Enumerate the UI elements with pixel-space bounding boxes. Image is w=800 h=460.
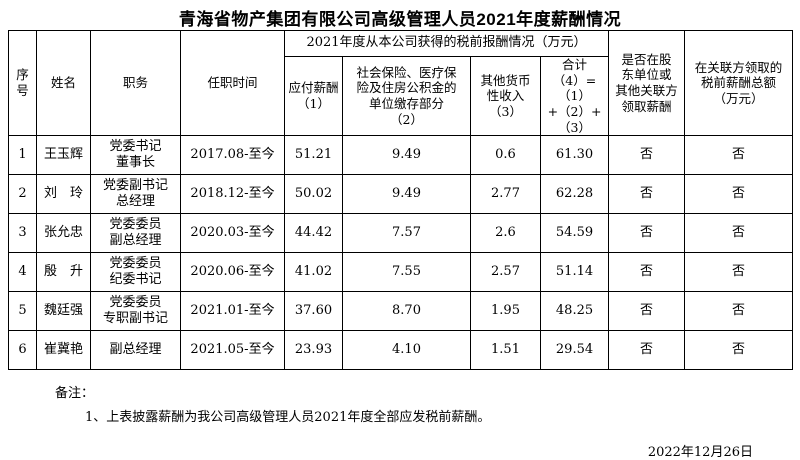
- cell-position: 党委书记 董事长: [90, 135, 181, 176]
- page-title: 青海省物产集团有限公司高级管理人员2021年度薪酬情况: [178, 10, 622, 29]
- cell-total: 54.59: [539, 213, 610, 254]
- table-row: 1 王玉辉 党委书记 董事长 2017.08-至今 51.21 9.49 0.6…: [8, 135, 794, 176]
- cell-social: 9.49: [342, 135, 471, 176]
- cell-related-question: 否: [608, 213, 686, 254]
- cell-related-question: 否: [608, 291, 686, 332]
- notes-label: 备注：: [55, 386, 95, 402]
- cell-payable: 50.02: [284, 174, 343, 215]
- notes-section: 备注： 1、上表披露薪酬为我公司高级管理人员2021年度全部应发税前薪酬。: [55, 382, 800, 425]
- cell-seq: 4: [8, 252, 37, 293]
- cell-seq: 1: [8, 135, 37, 176]
- cell-related-amount: 否: [684, 135, 794, 176]
- cell-related-amount: 否: [684, 174, 794, 215]
- cell-payable: 41.02: [284, 252, 343, 293]
- cell-related-question: 否: [608, 252, 686, 293]
- cell-total: 51.14: [539, 252, 610, 293]
- cell-tenure: 2020.03-至今: [180, 213, 285, 254]
- header-seq: 序 号: [8, 29, 37, 137]
- cell-other: 0.6: [470, 135, 541, 176]
- cell-other: 2.77: [470, 174, 541, 215]
- table-row: 5 魏廷强 党委委员 专职副书记 2021.01-至今 37.60 8.70 1…: [8, 291, 794, 332]
- cell-tenure: 2020.06-至今: [180, 252, 285, 293]
- cell-position: 副总经理: [90, 330, 181, 371]
- table-row: 3 张允忠 党委委员 副总经理 2020.03-至今 44.42 7.57 2.…: [8, 213, 794, 254]
- cell-social: 4.10: [342, 330, 471, 371]
- salary-table: 序 号 姓名 职务 任职时间 2021年度从本公司获得的税前报酬情况（万元） 是…: [8, 29, 794, 371]
- cell-other: 2.6: [470, 213, 541, 254]
- header-total: 合计 （4）=（1） +（2）+ （3）: [539, 55, 610, 137]
- cell-related-amount: 否: [684, 252, 794, 293]
- cell-social: 8.70: [342, 291, 471, 332]
- cell-other: 2.57: [470, 252, 541, 293]
- cell-tenure: 2021.01-至今: [180, 291, 285, 332]
- cell-social: 7.57: [342, 213, 471, 254]
- cell-name: 张允忠: [36, 213, 91, 254]
- cell-name: 崔冀艳: [36, 330, 91, 371]
- cell-seq: 5: [8, 291, 37, 332]
- document-date: 2022年12月26日: [647, 445, 753, 460]
- cell-social: 9.49: [342, 174, 471, 215]
- cell-position: 党委委员 专职副书记: [90, 291, 181, 332]
- header-related-amount: 在关联方领取的 税前薪酬总额 （万元）: [684, 29, 794, 137]
- cell-related-amount: 否: [684, 330, 794, 371]
- cell-position: 党委委员 副总经理: [90, 213, 181, 254]
- cell-name: 殷 升: [36, 252, 91, 293]
- header-position: 职务: [90, 29, 181, 137]
- table-row: 6 崔冀艳 副总经理 2021.05-至今 23.93 4.10 1.51 29…: [8, 330, 794, 371]
- cell-seq: 3: [8, 213, 37, 254]
- header-related-question: 是否在股 东单位或 其他关联方 领取薪酬: [608, 29, 686, 137]
- table-row: 2 刘 玲 党委副书记 总经理 2018.12-至今 50.02 9.49 2.…: [8, 174, 794, 215]
- cell-social: 7.55: [342, 252, 471, 293]
- cell-other: 1.95: [470, 291, 541, 332]
- header-name: 姓名: [36, 29, 91, 137]
- cell-name: 刘 玲: [36, 174, 91, 215]
- cell-related-question: 否: [608, 135, 686, 176]
- cell-seq: 6: [8, 330, 37, 371]
- cell-tenure: 2017.08-至今: [180, 135, 285, 176]
- cell-name: 魏廷强: [36, 291, 91, 332]
- cell-total: 48.25: [539, 291, 610, 332]
- cell-name: 王玉辉: [36, 135, 91, 176]
- table-row: 4 殷 升 党委委员 纪委书记 2020.06-至今 41.02 7.55 2.…: [8, 252, 794, 293]
- cell-payable: 44.42: [284, 213, 343, 254]
- header-tenure: 任职时间: [180, 29, 285, 137]
- header-other-income: 其他货币 性收入 （3）: [470, 55, 541, 137]
- cell-position: 党委委员 纪委书记: [90, 252, 181, 293]
- cell-total: 61.30: [539, 135, 610, 176]
- header-group-pretax: 2021年度从本公司获得的税前报酬情况（万元）: [283, 30, 610, 57]
- cell-payable: 51.21: [284, 135, 343, 176]
- cell-related-amount: 否: [684, 213, 794, 254]
- note-item-1: 1、上表披露薪酬为我公司高级管理人员2021年度全部应发税前薪酬。: [85, 410, 491, 426]
- cell-related-amount: 否: [684, 291, 794, 332]
- header-payable: 应付薪酬 （1）: [284, 55, 343, 137]
- cell-tenure: 2018.12-至今: [180, 174, 285, 215]
- cell-total: 62.28: [539, 174, 610, 215]
- cell-payable: 23.93: [284, 330, 343, 371]
- cell-tenure: 2021.05-至今: [180, 330, 285, 371]
- cell-total: 29.54: [539, 330, 610, 371]
- cell-other: 1.51: [470, 330, 541, 371]
- cell-position: 党委副书记 总经理: [90, 174, 181, 215]
- cell-payable: 37.60: [284, 291, 343, 332]
- cell-related-question: 否: [608, 174, 686, 215]
- header-social-insurance: 社会保险、医疗保 险及住房公积金的 单位缴存部分 （2）: [342, 55, 471, 137]
- cell-seq: 2: [8, 174, 37, 215]
- cell-related-question: 否: [608, 330, 686, 371]
